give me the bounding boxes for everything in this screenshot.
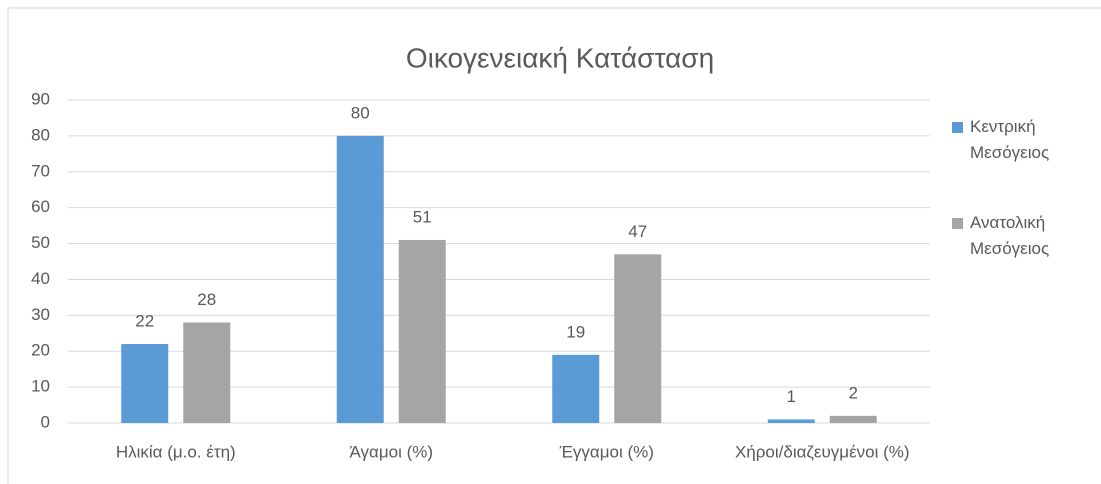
y-tick-label: 40 <box>31 269 50 288</box>
y-tick-label: 80 <box>31 125 50 144</box>
bar <box>552 354 600 423</box>
bar <box>398 239 446 423</box>
bar <box>336 135 384 423</box>
data-label: 1 <box>787 387 796 406</box>
y-tick-label: 60 <box>31 197 50 216</box>
y-tick-label: 0 <box>41 412 50 431</box>
y-tick-label: 20 <box>31 341 50 360</box>
y-tick-label: 50 <box>31 233 50 252</box>
chart-title: Οικογενειακή Κατάσταση <box>406 42 714 73</box>
bar <box>183 322 231 423</box>
legend-swatch <box>952 122 963 133</box>
data-label: 22 <box>135 312 154 331</box>
y-tick-label: 70 <box>31 161 50 180</box>
legend-label: Ανατολική Μεσόγειος <box>970 213 1050 258</box>
data-label: 80 <box>351 103 370 122</box>
data-label: 47 <box>628 222 647 241</box>
data-label: 51 <box>413 207 432 226</box>
legend-text: Ανατολική Μεσόγειος <box>970 213 1050 258</box>
x-tick-label: Ηλικία (μ.ο. έτη) <box>116 442 236 461</box>
bar <box>767 419 815 423</box>
bar <box>614 254 662 423</box>
y-tick-label: 10 <box>31 377 50 396</box>
bar <box>121 344 169 423</box>
y-tick-label: 90 <box>31 89 50 108</box>
legend-text: Κεντρική Μεσόγειος <box>970 117 1050 162</box>
x-tick-label: Έγγαμοι (%) <box>559 442 654 461</box>
legend-swatch <box>952 218 963 229</box>
data-label: 28 <box>197 290 216 309</box>
data-label: 19 <box>566 322 585 341</box>
legend-label: Κεντρική Μεσόγειος <box>970 117 1050 162</box>
bar <box>829 415 877 423</box>
x-tick-label: Χήροι/διαζευγμένοι (%) <box>735 442 910 461</box>
y-tick-label: 30 <box>31 305 50 324</box>
x-tick-label: Άγαμοι (%) <box>349 442 433 461</box>
data-label: 2 <box>849 383 858 402</box>
